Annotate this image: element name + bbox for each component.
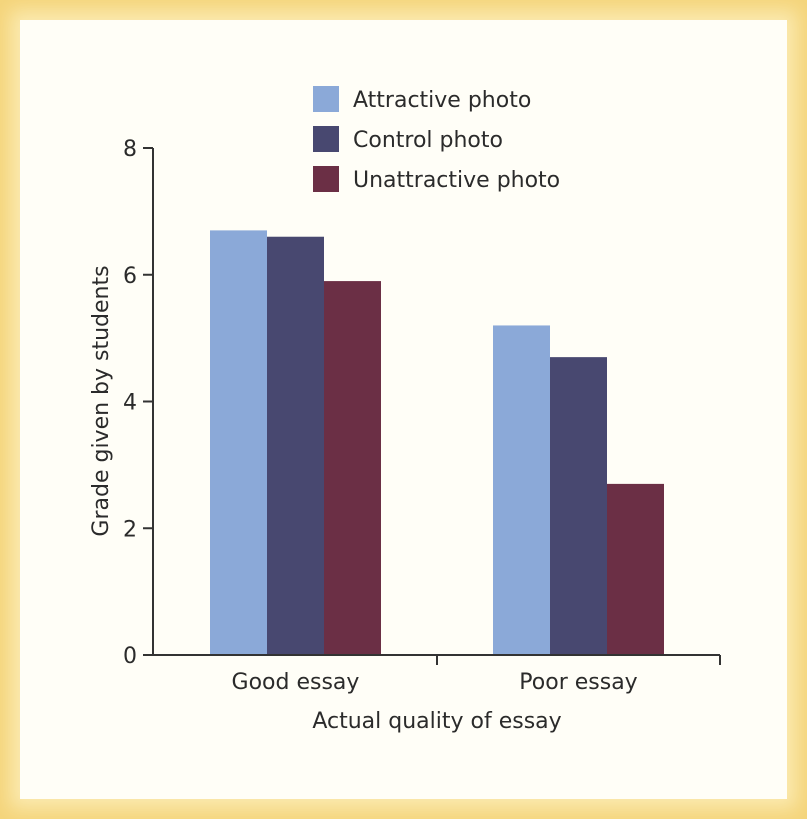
y-tick-label: 8	[123, 137, 137, 162]
legend: Attractive photo Control photo Unattractiv…	[313, 86, 560, 193]
x-category-label: Good essay	[232, 670, 360, 695]
y-axis-ticks: 0 2 4 6 8	[123, 137, 153, 669]
bar-attractive-photo-poor-essay	[493, 325, 550, 655]
legend-swatch	[313, 126, 339, 152]
legend-label: Unattractive photo	[353, 168, 560, 193]
y-tick-label: 6	[123, 264, 137, 289]
legend-swatch	[313, 86, 339, 112]
chart-panel	[20, 20, 787, 799]
y-tick-label: 2	[123, 517, 137, 542]
legend-swatch	[313, 166, 339, 192]
legend-label: Control photo	[353, 128, 503, 153]
x-axis-categories: Good essay Poor essay	[232, 655, 721, 695]
bar-unattractive-photo-poor-essay	[607, 483, 664, 655]
y-axis-title: Grade given by students	[89, 265, 114, 536]
bars	[210, 230, 664, 655]
bar-control-photo-good-essay	[267, 236, 324, 655]
bar-attractive-photo-good-essay	[210, 230, 267, 655]
legend-label: Attractive photo	[353, 88, 531, 113]
y-tick-label: 4	[123, 391, 137, 416]
bar-control-photo-poor-essay	[550, 357, 607, 655]
bar-unattractive-photo-good-essay	[324, 281, 381, 655]
x-axis-title: Actual quality of essay	[312, 709, 561, 734]
y-tick-label: 0	[123, 644, 137, 669]
x-category-label: Poor essay	[519, 670, 637, 695]
